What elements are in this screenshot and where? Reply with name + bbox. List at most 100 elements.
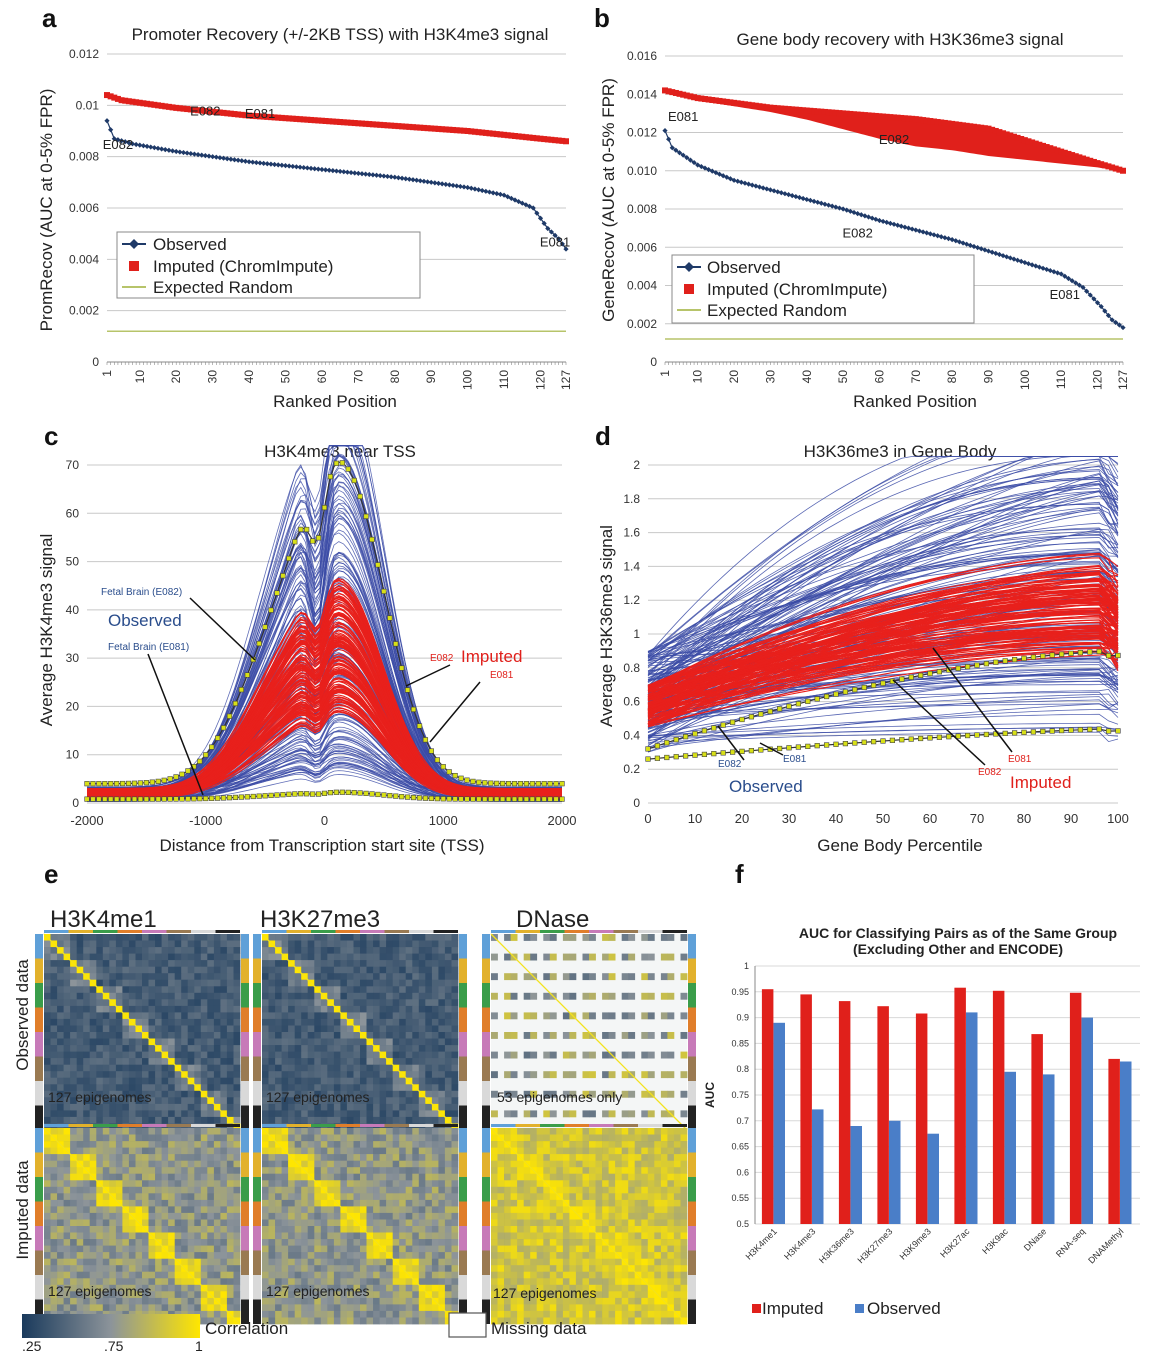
heatmap-cell (360, 960, 367, 967)
heatmap-cell (233, 1291, 241, 1299)
heatmap-cell (50, 1005, 58, 1013)
heatmap-cell (444, 953, 452, 961)
heatmap-cell (281, 1173, 289, 1181)
heatmap-cell (213, 1199, 221, 1207)
heatmap-cell (314, 1038, 322, 1046)
b-imputed-point (796, 106, 803, 113)
heatmap-cell (233, 1239, 241, 1246)
heatmap-cell (50, 1160, 58, 1168)
heatmap-cell (50, 1278, 58, 1286)
heatmap-cell (161, 1154, 169, 1161)
heatmap-cell (233, 966, 241, 974)
heatmap-cell (174, 1110, 182, 1118)
a-observed-point (490, 190, 496, 196)
heatmap-cell (379, 1103, 387, 1111)
c-highlight-e082-point (149, 779, 155, 785)
b-observed-point (680, 152, 686, 158)
heatmap-cell (366, 1025, 374, 1033)
d-highlight-e081-point (955, 733, 961, 739)
heatmap-cell (320, 1051, 328, 1059)
b-observed-point (793, 193, 799, 200)
heatmap-cell (122, 960, 130, 967)
heatmap-cell (63, 1090, 71, 1098)
heatmap-cell (135, 1297, 143, 1305)
heatmap-cell (438, 1064, 446, 1072)
d-observed-line (647, 537, 1119, 667)
heatmap-cell (262, 1160, 269, 1168)
heatmap-cell (213, 1317, 221, 1325)
heatmap-cell (63, 1141, 71, 1148)
b-xtick-label: 20 (727, 370, 741, 384)
a-observed-point (210, 154, 216, 160)
b-ytick-label: 0 (650, 355, 657, 369)
heatmap-cell (83, 960, 91, 967)
heatmap-cell (174, 1134, 182, 1142)
heatmap-cell (213, 1097, 221, 1105)
heatmap-cell (57, 979, 64, 987)
heatmap-cell (405, 947, 413, 954)
heatmap-cell (386, 1084, 393, 1092)
heatmap-cell (281, 1038, 289, 1046)
c-highlight-e081-point (541, 796, 547, 802)
heatmap-cell (207, 1180, 215, 1188)
a-observed-point (261, 160, 267, 166)
c-imputed-line (87, 638, 562, 793)
b-imputed-point (1021, 137, 1028, 144)
heatmap-cell (102, 1058, 110, 1065)
heatmap-cell (314, 1134, 322, 1142)
heatmap-cell (181, 966, 189, 974)
heatmap-cell (353, 1154, 361, 1161)
a-observed-point (465, 184, 471, 191)
heatmap-cell (89, 1291, 97, 1299)
heatmap-cell (50, 953, 58, 961)
b-observed-point (746, 181, 752, 187)
heatmap-cell (44, 1304, 51, 1312)
heatmap-cell (268, 1180, 276, 1188)
heatmap-cell (268, 1045, 276, 1052)
b-imputed-point (1083, 156, 1090, 163)
heatmap-cell (412, 973, 420, 981)
c-highlight-e082-point (452, 772, 458, 779)
heatmap-cell (412, 1051, 420, 1059)
heatmap-cell (373, 1038, 380, 1046)
heatmap-cell (233, 1173, 241, 1181)
heatmap-cell (142, 1071, 149, 1079)
heatmap-cell (320, 979, 328, 987)
heatmap-cell (96, 1147, 104, 1155)
heatmap-cell (89, 1090, 97, 1098)
heatmap-cell (373, 1134, 380, 1142)
heatmap-cell (233, 1271, 241, 1279)
heatmap-cell (63, 1271, 71, 1279)
c-highlight-e081-point (125, 796, 132, 802)
a-observed-point (556, 236, 562, 242)
heatmap-cell (307, 1038, 315, 1046)
heatmap-cell (135, 1134, 143, 1142)
heatmap-cell (44, 1154, 51, 1161)
heatmap-cell (148, 1012, 156, 1020)
heatmap-cell (281, 1128, 289, 1135)
heatmap-cell (96, 1278, 104, 1286)
heatmap-cell (386, 1160, 393, 1168)
heatmap-cell (301, 1077, 309, 1085)
heatmap-cell (155, 1278, 162, 1286)
heatmap-cell (148, 1226, 156, 1233)
panel-e: H3K4me1 H3K27me3 DNase Observed data Imp… (13, 906, 696, 1353)
heatmap-cell (353, 1051, 361, 1059)
b-xtick-label: 127 (1116, 370, 1130, 390)
heatmap-cell (57, 1154, 64, 1161)
heatmap-cell (399, 1064, 407, 1072)
heatmap-cell (353, 1064, 361, 1072)
heatmap-cell (181, 1252, 189, 1259)
heatmap-cell (96, 1134, 104, 1142)
heatmap-cell (181, 934, 189, 941)
heatmap-cell (76, 1012, 84, 1020)
heatmap-cell (418, 979, 426, 987)
heatmap-cell (268, 1173, 276, 1181)
c-highlight-e081-point (220, 795, 227, 801)
heatmap-cell (399, 1018, 407, 1026)
heatmap-cell (281, 1199, 289, 1207)
d-observed-line (647, 677, 1119, 742)
heatmap-cell (135, 940, 143, 948)
heatmap-cell (194, 966, 202, 974)
heatmap-cell (373, 1186, 380, 1194)
